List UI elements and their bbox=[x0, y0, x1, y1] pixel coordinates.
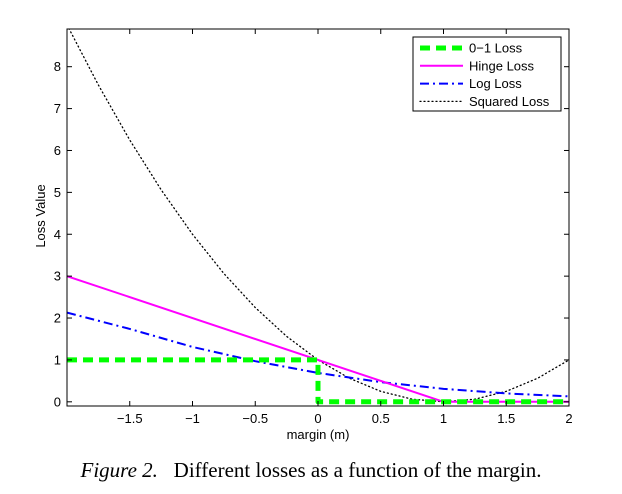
y-tick-label: 1 bbox=[54, 352, 61, 367]
legend-label: Hinge Loss bbox=[469, 58, 535, 73]
x-tick-label: 2 bbox=[565, 411, 572, 426]
legend-label: 0−1 Loss bbox=[469, 41, 523, 56]
y-tick-label: 8 bbox=[54, 59, 61, 74]
legend-label: Squared Loss bbox=[469, 94, 550, 109]
y-axis-label: Loss Value bbox=[33, 184, 48, 247]
y-tick-label: 3 bbox=[54, 269, 61, 284]
x-tick-label: 0.5 bbox=[372, 411, 390, 426]
series-line-log-loss bbox=[67, 311, 569, 398]
series-line-0-1-loss bbox=[67, 357, 569, 405]
y-tick-label: 6 bbox=[54, 143, 61, 158]
x-tick-label: 1 bbox=[440, 411, 447, 426]
x-tick-label: 0 bbox=[314, 411, 321, 426]
x-tick-label: −0.5 bbox=[242, 411, 268, 426]
figure-caption-text: Different losses as a function of the ma… bbox=[173, 458, 542, 482]
legend: 0−1 Loss Hinge Loss Log Loss Squared Loss bbox=[412, 36, 562, 112]
y-tick-label: 5 bbox=[54, 185, 61, 200]
x-tick-label: 1.5 bbox=[497, 411, 515, 426]
figure-caption: Figure 2. Different losses as a function… bbox=[0, 458, 622, 483]
figure-label: Figure 2. bbox=[80, 458, 158, 482]
tick-layer: −1.5 −1 −0.5 0 0.5 1 1.5 2 0 1 2 3 4 5 6 7 8 bbox=[54, 29, 573, 426]
y-tick-label: 2 bbox=[54, 311, 61, 326]
y-tick-label: 0 bbox=[54, 394, 61, 409]
x-tick-label: −1 bbox=[185, 411, 200, 426]
y-tick-label: 7 bbox=[54, 101, 61, 116]
y-tick-label: 4 bbox=[54, 227, 61, 242]
x-tick-label: −1.5 bbox=[117, 411, 143, 426]
legend-label: Log Loss bbox=[469, 76, 522, 91]
x-axis-label: margin (m) bbox=[287, 427, 350, 442]
